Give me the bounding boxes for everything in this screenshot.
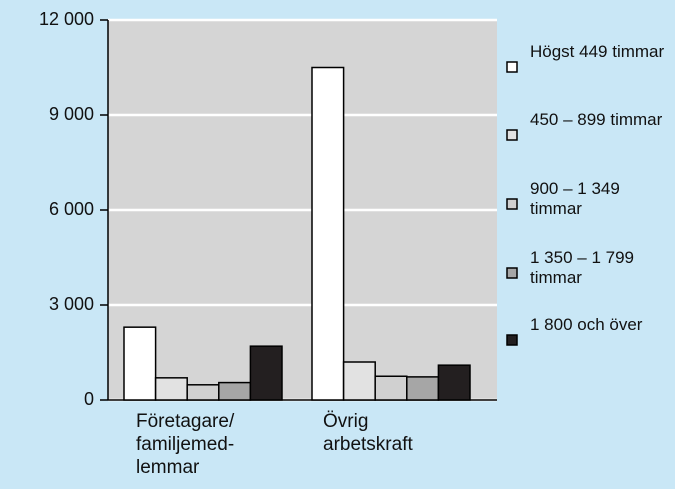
x-tick-label: arbetskraft — [323, 434, 413, 455]
bar — [374, 375, 408, 401]
legend-label: Högst 449 timmar — [530, 42, 665, 61]
x-tick-label: lemmar — [136, 457, 200, 478]
legend-label: 1 350 – 1 799 timmar — [530, 248, 634, 287]
legend-label: 450 – 899 timmar — [530, 110, 663, 129]
bar — [154, 377, 188, 401]
legend-swatch — [506, 267, 518, 279]
x-tick-label: familjemed- — [136, 434, 235, 455]
legend-swatch — [506, 61, 518, 73]
y-tick-label: 3 000 — [49, 294, 94, 314]
y-tick-label: 12 000 — [39, 9, 94, 29]
bar — [123, 326, 157, 401]
bar — [186, 384, 220, 401]
bar — [218, 381, 252, 401]
bar — [342, 361, 376, 401]
bar — [406, 376, 440, 401]
x-tick-label: Övrig — [323, 411, 369, 432]
bar — [311, 66, 345, 401]
y-tick-label: 9 000 — [49, 104, 94, 124]
legend-swatch — [506, 198, 518, 210]
x-tick-label: Företagare/ — [136, 411, 235, 432]
legend-label: 1 800 och över — [530, 315, 643, 334]
legend-swatch — [506, 334, 518, 346]
bar — [437, 364, 471, 401]
legend-swatch — [506, 129, 518, 141]
bar — [249, 345, 283, 401]
y-tick-label: 6 000 — [49, 199, 94, 219]
legend-label: 900 – 1 349 timmar — [530, 179, 620, 218]
y-tick-label: 0 — [84, 389, 94, 409]
